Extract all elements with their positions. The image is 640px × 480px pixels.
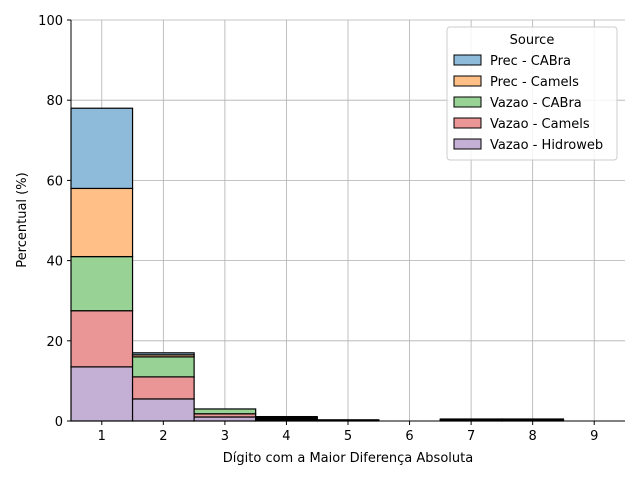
x-tick-label: 5 <box>344 429 352 444</box>
legend-swatch <box>453 96 482 108</box>
bar-segment: Vazao - Hidroweb — 2: 5.5 <box>131 398 195 422</box>
y-tick-label: 80 <box>46 94 63 109</box>
y-axis-label: Percentual (%) <box>15 172 30 267</box>
x-tick-label: 4 <box>282 429 290 444</box>
x-tick-label: 8 <box>529 429 537 444</box>
legend-swatch <box>453 138 482 150</box>
y-tick-label: 0 <box>55 415 63 430</box>
legend-label: Vazao - CABra <box>490 96 582 111</box>
x-tick-label: 1 <box>98 429 106 444</box>
x-tick-label: 6 <box>405 429 413 444</box>
legend-label: Vazao - Hidroweb <box>490 138 603 153</box>
axes <box>67 19 625 425</box>
legend-title: Source <box>510 33 555 48</box>
y-tick-label: 100 <box>38 14 63 29</box>
legend-label: Prec - Camels <box>490 75 579 90</box>
legend-label: Vazao - Camels <box>490 117 590 132</box>
bar-segment: Vazao - CABra — 1: 13.5 <box>70 255 134 312</box>
x-tick-label: 3 <box>221 429 229 444</box>
legend-box <box>446 26 618 161</box>
bar-segment: Vazao - Hidroweb — 1: 13.5 <box>70 366 134 422</box>
y-tick-label: 40 <box>46 255 63 270</box>
bar-segment: Prec - CABra — 1: 20 <box>70 107 134 190</box>
bar-segment: Vazao - Camels — 2: 5.5 <box>131 376 195 400</box>
bar-segment: Vazao - CABra — 3: 1.2 <box>193 408 257 415</box>
bar-segment: Prec - Camels — 1: 17 <box>70 187 134 258</box>
legend-label: Prec - CABra <box>490 54 571 69</box>
bar-segment: Vazao - Hidroweb — 3: 1 <box>193 416 257 422</box>
legend-swatch <box>453 54 482 66</box>
x-tick-label: 2 <box>159 429 167 444</box>
legend: Source Prec - CABra Prec - Camels Vazao - C… <box>446 26 618 161</box>
bars: Vazao - Hidroweb — 1: 13.5Vazao - Camels… <box>70 107 565 422</box>
bar-segment: Vazao - Camels — 1: 14 <box>70 310 134 368</box>
tick-labels: 1 2 3 4 5 6 7 8 9 0 20 40 60 80 100 <box>38 14 598 444</box>
x-tick-label: 7 <box>467 429 475 444</box>
x-tick-label: 9 <box>590 429 598 444</box>
legend-swatch <box>453 117 482 129</box>
bar-segment: Prec - CABra — 2: 0.5 <box>131 352 195 356</box>
bar-segment: Prec - CABra — 4: 0.2 <box>255 415 318 418</box>
bar-segment: Vazao - CABra — 2: 5 <box>131 356 195 378</box>
y-tick-label: 20 <box>46 335 63 350</box>
x-axis-label: Dígito com a Maior Diferença Absoluta <box>223 451 473 466</box>
legend-swatch <box>453 75 482 87</box>
y-tick-label: 60 <box>46 174 63 189</box>
